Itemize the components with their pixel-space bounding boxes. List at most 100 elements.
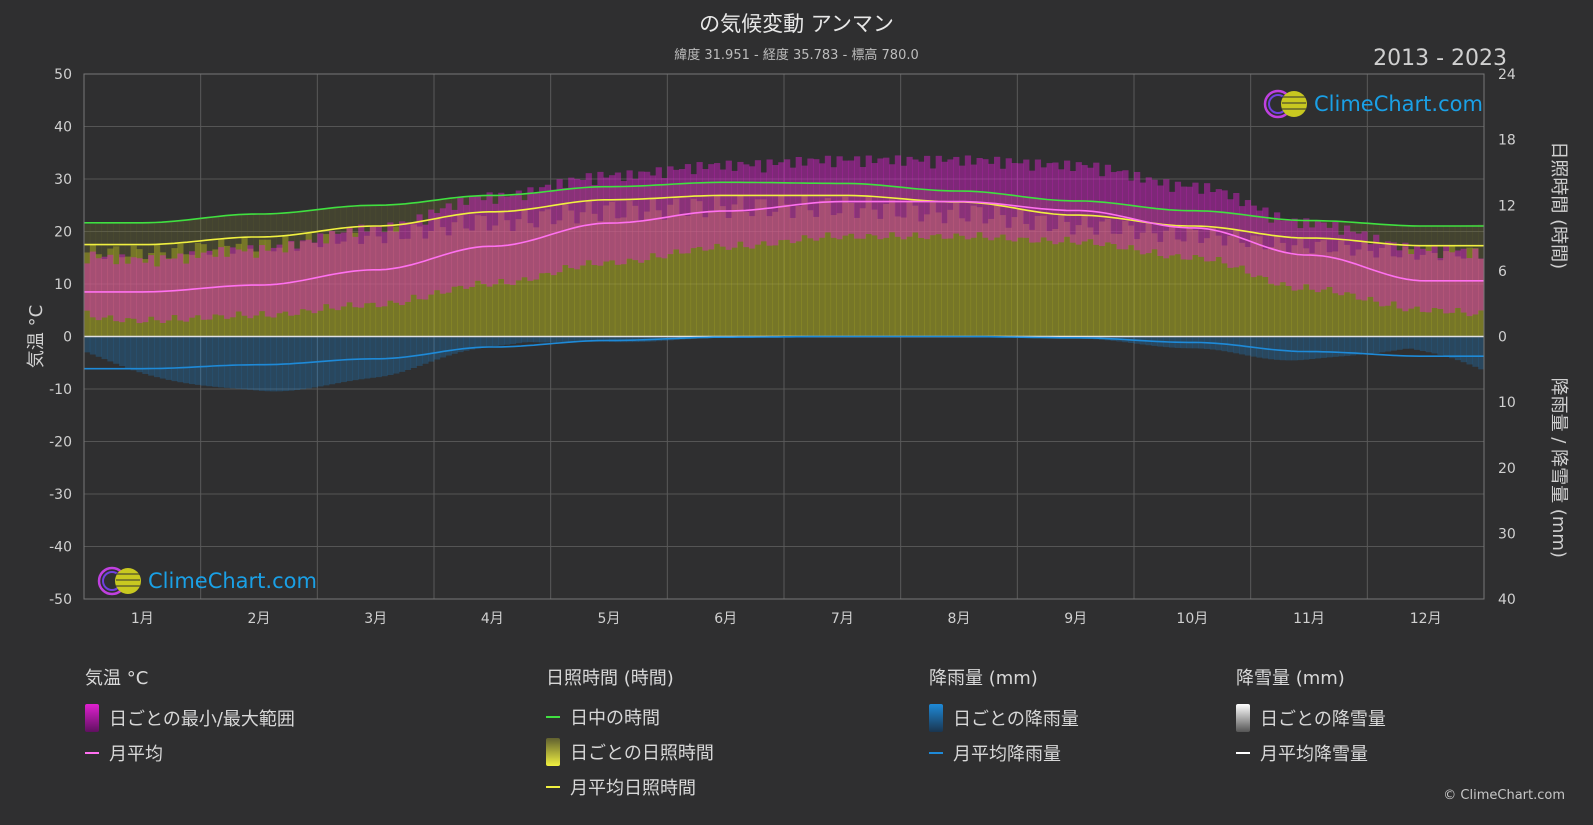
sunshine-daily-bar — [352, 232, 359, 337]
rain-daily-bar — [410, 336, 417, 369]
sunshine-daily-bar — [439, 227, 447, 337]
sunshine-daily-bar — [311, 242, 318, 337]
legend-rain-daily: 日ごとの降雨量 — [929, 704, 1079, 732]
daylight-band — [346, 206, 353, 229]
daylight-band — [457, 197, 464, 216]
temp-range-swatch — [85, 704, 99, 732]
sunshine-daily-bar — [1250, 235, 1257, 337]
sunshine-daily-bar — [1449, 246, 1456, 337]
sunshine-daily-bar — [550, 224, 557, 337]
temp-range-bar — [1402, 242, 1409, 312]
sunshine-daily-bar — [889, 199, 896, 337]
temp-range-bar — [130, 257, 137, 319]
legend-daylight: 日中の時間 — [546, 704, 714, 730]
rain-daily-bar — [212, 336, 219, 387]
rain-daily-bar — [101, 336, 108, 360]
temp-range-bar — [1425, 250, 1432, 313]
rain-daily-bar — [574, 336, 581, 343]
rain-daily-bar — [1262, 336, 1269, 359]
sunshine-daily-bar — [358, 243, 365, 337]
temp-range-bar — [1151, 179, 1158, 250]
sunshine-daily-bar — [1221, 245, 1228, 337]
legend-daylight-label: 日中の時間 — [570, 708, 660, 729]
sunshine-daily-bar — [574, 223, 581, 337]
daylight-band — [148, 222, 155, 253]
temp-range-bar — [1227, 199, 1234, 268]
temp-range-bar — [813, 159, 820, 241]
temp-range-bar — [1110, 172, 1117, 245]
sunshine-daily-bar — [1180, 241, 1187, 337]
temp-range-bar — [241, 251, 248, 316]
temp-range-bar — [1122, 170, 1129, 250]
temp-range-bar — [340, 232, 347, 307]
brand-logo-bottom[interactable]: ClimeChart.com — [96, 565, 317, 597]
rain-daily-bar — [1303, 336, 1310, 360]
sunshine-daily-bar — [422, 238, 429, 337]
rain-daily-bar — [154, 336, 161, 378]
legend-snow-daily: 日ごとの降雪量 — [1236, 704, 1386, 732]
brand-logo-top[interactable]: ClimeChart.com — [1262, 88, 1483, 120]
temp-range-bar — [422, 224, 429, 300]
y-left-tick-label: 30 — [54, 172, 72, 188]
sunshine-daily-bar — [912, 205, 919, 337]
sunshine-daily-bar — [1046, 231, 1053, 337]
temp-range-bar — [346, 227, 353, 303]
rain-daily-bar — [130, 336, 137, 371]
rain-daily-bar — [1437, 336, 1444, 355]
temp-range-bar — [556, 179, 563, 273]
sunshine-daily-bar — [235, 243, 242, 337]
rain-daily-bar — [369, 336, 377, 378]
temp-range-bar — [1244, 200, 1252, 274]
sunshine-daily-bar — [404, 238, 412, 337]
legend-rain: 降雨量 (mm) 日ごとの降雨量 月平均降雨量 — [929, 664, 1079, 766]
temp-range-bar — [1338, 234, 1345, 296]
rain-daily-bar — [620, 336, 627, 343]
rain-daily-bar — [1466, 336, 1473, 365]
sunshine-daily-bar — [154, 244, 161, 337]
daylight-band — [428, 200, 435, 231]
daylight-band — [492, 195, 499, 226]
sunshine-daily-bar — [655, 210, 662, 337]
sunshine-daily-bar — [591, 213, 598, 337]
sunshine-daily-bar — [690, 198, 697, 337]
temp-range-bar — [1262, 207, 1269, 278]
sunshine-daily-bar — [883, 203, 890, 337]
temp-range-bar — [1157, 185, 1164, 256]
daylight-band — [107, 223, 114, 249]
temp-range-bar — [253, 257, 260, 316]
temp-range-bar — [842, 160, 849, 236]
daylight-band — [509, 194, 517, 232]
daylight-band — [1192, 210, 1199, 231]
sunshine-daily-bar — [784, 204, 791, 337]
y-left-tick-label: -20 — [49, 435, 72, 451]
temp-range-bar — [1186, 186, 1193, 260]
sunshine-daily-bar — [1355, 249, 1362, 337]
rain-daily-bar — [375, 336, 382, 378]
daylight-band — [731, 182, 738, 205]
sunshine-daily-bar — [673, 198, 680, 337]
brand-logo-icon — [1263, 89, 1307, 119]
temp-range-bar — [609, 175, 616, 261]
daylight-band — [661, 184, 668, 220]
daylight-band — [772, 182, 779, 212]
temp-range-bar — [836, 156, 843, 240]
rain-daily-bar — [1472, 336, 1479, 367]
daylight-band — [124, 222, 132, 257]
rain-daily-bar — [1460, 336, 1467, 363]
sunshine-daily-bar — [1402, 246, 1409, 337]
sunshine-daily-bar — [1454, 256, 1462, 337]
sunshine-daily-bar — [527, 223, 534, 337]
daylight-band — [89, 224, 97, 246]
sunshine-daily-bar — [568, 210, 575, 337]
sunshine-daily-bar — [95, 254, 102, 337]
daylight-band — [206, 217, 213, 255]
daylight-band — [1104, 202, 1112, 219]
temp-range-bar — [924, 155, 931, 240]
temp-range-bar — [976, 157, 983, 233]
temp-range-bar — [906, 156, 913, 237]
daylight-band — [684, 183, 692, 216]
legend-temperature: 気温 °C 日ごとの最小/最大範囲 月平均 — [85, 664, 295, 766]
sunshine-daily-bar — [1396, 257, 1403, 337]
rain-daily-bar — [113, 336, 120, 364]
rain-daily-bar — [200, 336, 207, 386]
